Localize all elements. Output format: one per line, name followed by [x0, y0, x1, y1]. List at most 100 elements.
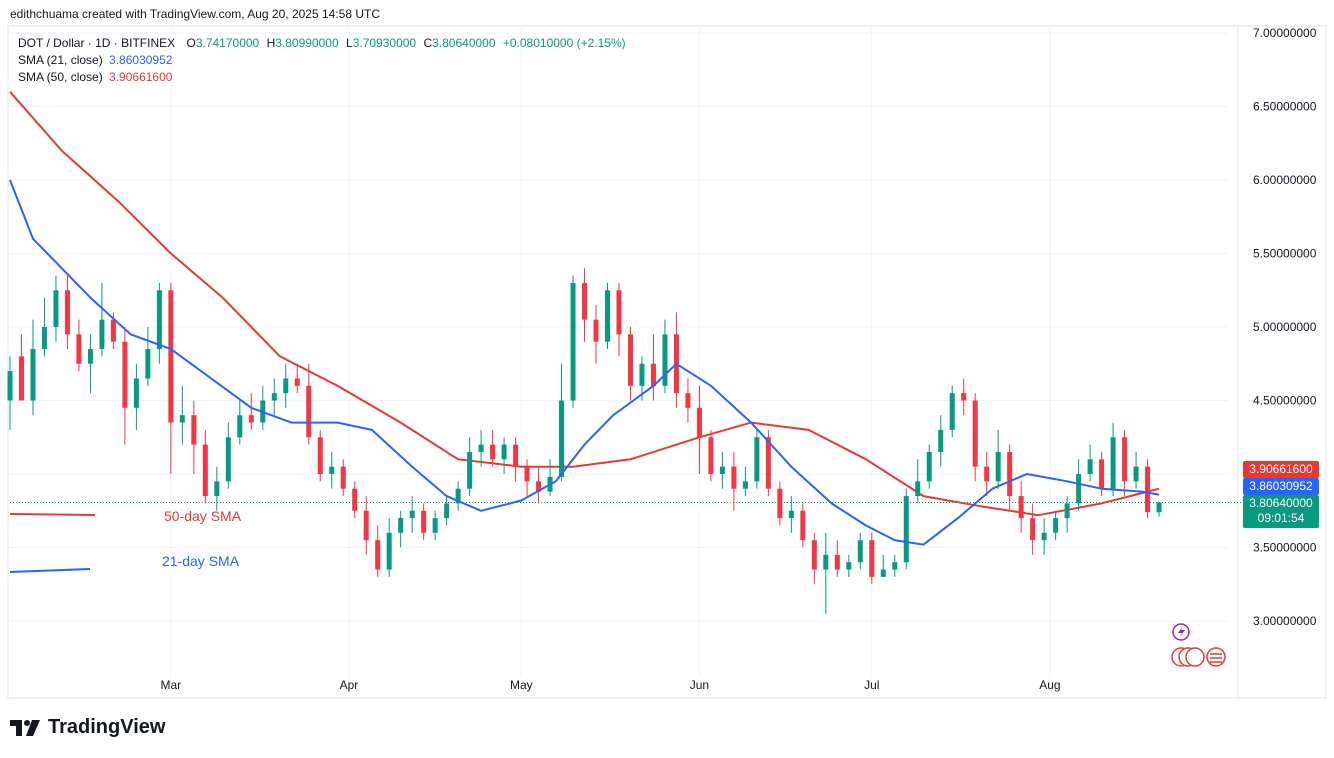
time-axis[interactable]: Mar Apr May Jun Jul Aug — [161, 678, 1061, 692]
candle-body — [880, 569, 886, 577]
candle-body — [283, 378, 289, 394]
sma50-annotation: 50-day SMA — [164, 508, 242, 524]
candle-down — [961, 378, 967, 416]
candle-body — [271, 393, 277, 401]
candle-up — [30, 319, 36, 416]
candle-body — [627, 334, 633, 386]
candle-up — [455, 481, 461, 511]
candle-up — [398, 510, 404, 548]
event-icons[interactable] — [1171, 623, 1226, 667]
candle-up — [99, 282, 105, 357]
candle-body — [1122, 437, 1128, 482]
candle-body — [191, 415, 197, 445]
candle-up — [754, 429, 760, 489]
candle-up — [87, 334, 93, 394]
price-tick-label: 5.00000000 — [1253, 320, 1317, 334]
candle-body — [949, 393, 955, 430]
last-price-tag: 3.80640000 09:01:54 — [1243, 495, 1319, 528]
candle-up — [788, 496, 794, 533]
candle-body — [869, 540, 875, 577]
candle-up — [260, 385, 266, 430]
time-tick-label: Jun — [690, 678, 709, 692]
candle-body — [1030, 518, 1036, 541]
candle-body — [1076, 474, 1082, 504]
candle-body — [1041, 532, 1047, 541]
candle-down — [972, 393, 978, 482]
candle-down — [593, 304, 599, 364]
price-axis[interactable]: 7.00000000 6.50000000 6.00000000 5.50000000… — [1253, 26, 1317, 628]
candle-down — [18, 334, 24, 401]
candle-body — [248, 415, 254, 423]
candle-body — [536, 481, 542, 492]
candle-body — [225, 437, 231, 482]
tradingview-logo[interactable]: TradingView — [10, 716, 165, 739]
candle-body — [490, 444, 496, 460]
us-flag-icon-stripes — [1210, 653, 1222, 663]
candle-body — [708, 437, 714, 474]
sma50-legend-row[interactable]: SMA (50, close) 3.90661600 — [18, 69, 626, 86]
candle-body — [742, 481, 748, 489]
candle-up — [1156, 501, 1162, 517]
candle-body — [18, 356, 24, 401]
candle-down — [1145, 459, 1151, 519]
sma21-legend-row[interactable]: SMA (21, close) 3.86030952 — [18, 52, 626, 69]
time-tick-label: Aug — [1039, 678, 1060, 692]
candle-body — [455, 488, 461, 504]
candle-down — [708, 429, 714, 482]
candle-body — [650, 363, 656, 386]
candle-body — [1018, 496, 1024, 519]
sma21-series — [9, 179, 1160, 546]
candle-up — [7, 356, 13, 430]
candle-down — [1007, 444, 1013, 511]
candle-body — [1156, 502, 1162, 513]
close-value: 3.80640000 — [432, 36, 496, 50]
candle-down — [306, 363, 312, 445]
us-flag-icon[interactable] — [1206, 647, 1226, 667]
candle-up — [570, 275, 576, 408]
candle-up — [719, 451, 725, 489]
candle-body — [99, 319, 105, 350]
candle-body — [639, 363, 645, 386]
candle-body — [984, 466, 990, 482]
candle-body — [938, 429, 944, 452]
time-tick-label: Apr — [340, 678, 359, 692]
candle-up — [857, 532, 863, 570]
candle-down — [363, 496, 369, 555]
candle-body — [1099, 459, 1105, 489]
candle-body — [1087, 459, 1093, 474]
candle-body — [340, 466, 346, 489]
symbol-title[interactable]: DOT / Dollar · 1D · BITFINEX — [18, 36, 176, 50]
candle-down — [421, 503, 427, 541]
candle-body — [570, 282, 576, 401]
candle-body — [1053, 518, 1059, 533]
candle-down — [616, 282, 622, 357]
us-flag-icon[interactable] — [1185, 647, 1205, 667]
ohlc-row[interactable]: DOT / Dollar · 1D · BITFINEX O3.74170000… — [18, 35, 626, 52]
candle-body — [352, 488, 358, 511]
candle-body — [524, 466, 530, 482]
candle-up — [41, 297, 47, 357]
candle-down — [731, 451, 737, 511]
candle-up — [467, 437, 473, 497]
candle-body — [110, 319, 116, 342]
candle-down — [811, 532, 817, 585]
tradingview-logo-icon — [10, 719, 40, 736]
candle-body — [386, 532, 392, 570]
candle-up — [225, 422, 231, 489]
sma50-price-tag: 3.90661600 — [1243, 461, 1319, 478]
price-tick-label: 3.00000000 — [1253, 614, 1317, 628]
sma50-annotation-line — [9, 513, 96, 516]
candle-body — [513, 444, 519, 467]
candle-up — [938, 415, 944, 467]
candle-down — [524, 459, 530, 497]
candle-body — [915, 481, 921, 497]
candle-up — [742, 466, 748, 497]
candle-body — [168, 290, 174, 423]
candle-body — [593, 319, 599, 342]
candle-up — [903, 488, 909, 570]
candle-body — [1133, 466, 1139, 482]
candle-up — [1053, 510, 1059, 541]
candle-body — [214, 481, 220, 497]
sma21-annotation-line — [9, 568, 91, 573]
